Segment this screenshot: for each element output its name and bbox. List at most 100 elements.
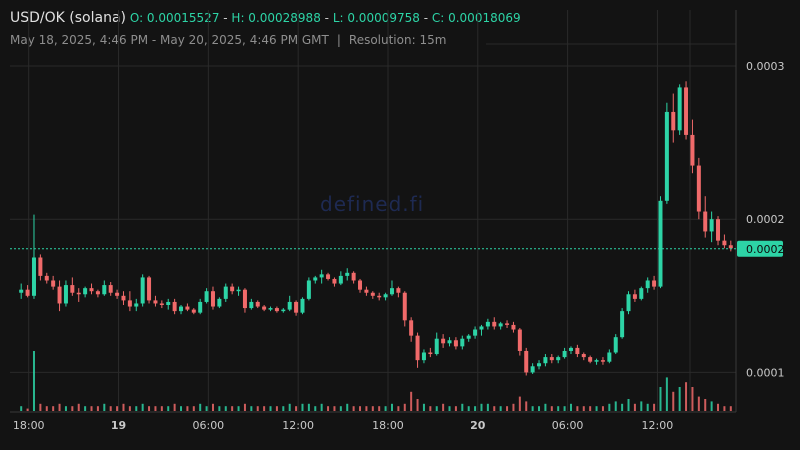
candle-body — [108, 285, 113, 293]
volume-bar — [269, 406, 272, 411]
candle-body — [102, 285, 107, 295]
volume-bar — [416, 399, 419, 411]
volume-bar — [704, 399, 707, 411]
candle-body — [658, 200, 663, 287]
volume-bar — [544, 403, 547, 411]
candle-body — [63, 285, 68, 304]
candle-body — [498, 323, 503, 327]
volume-bar — [32, 351, 35, 411]
candle-body — [153, 300, 158, 304]
volume-bar — [633, 403, 636, 411]
volume-bar — [58, 403, 61, 411]
candle-body — [242, 289, 247, 309]
candle-body — [620, 311, 625, 338]
x-tick-label: 18:00 — [372, 419, 404, 432]
volume-bar — [665, 377, 668, 411]
volume-bar — [506, 406, 509, 411]
volume-bar — [531, 406, 534, 411]
candle-body — [198, 301, 203, 313]
volume-bar — [84, 406, 87, 411]
volume-bar — [256, 406, 259, 411]
candle-body — [441, 338, 446, 344]
volume-bar — [563, 406, 566, 411]
candle-body — [556, 357, 561, 361]
volume-bar — [640, 401, 643, 411]
candle-body — [396, 288, 401, 293]
candle-body — [57, 286, 62, 304]
candle-body — [230, 286, 235, 292]
volume-bar — [352, 406, 355, 411]
candle-body — [306, 280, 311, 299]
y-tick-label: 0.0003 — [746, 60, 785, 73]
candle-body — [453, 340, 458, 347]
candle-body — [147, 277, 152, 301]
volume-bar — [538, 406, 541, 411]
volume-bar — [595, 406, 598, 411]
volume-bar — [333, 406, 336, 411]
candle-body — [645, 280, 650, 289]
candle-body — [652, 280, 657, 287]
candle-body — [210, 291, 215, 307]
watermark: defined.fi — [320, 192, 425, 216]
volume-bar — [128, 406, 131, 411]
x-tick-label: 18:00 — [13, 419, 45, 432]
volume-bar — [569, 403, 572, 411]
candle-body — [121, 295, 126, 301]
volume-bar — [243, 403, 246, 411]
volume-bar — [371, 406, 374, 411]
volume-bar — [26, 408, 29, 411]
volume-bar — [589, 406, 592, 411]
candle-body — [447, 340, 452, 344]
volume-bar — [448, 406, 451, 411]
candle-body — [274, 308, 279, 312]
candle-body — [594, 360, 599, 362]
candle-body — [664, 111, 669, 201]
candle-body — [255, 301, 260, 307]
candle-body — [364, 289, 369, 293]
candle-body — [332, 278, 337, 284]
volume-bar — [237, 406, 240, 411]
volume-bar — [550, 406, 553, 411]
candle-body — [179, 306, 184, 312]
candle-body — [383, 294, 388, 298]
volume-bar — [103, 403, 106, 411]
ohlc-open: O: 0.00015527 — [129, 11, 220, 25]
price-tag — [737, 240, 783, 257]
candle-body — [115, 292, 120, 296]
volume-bar — [467, 406, 470, 411]
candle-body — [537, 363, 542, 367]
volume-bar — [231, 406, 234, 411]
volume-bar — [199, 403, 202, 411]
candle-body — [511, 324, 516, 330]
volume-bar — [621, 403, 624, 411]
resolution-label: Resolution: 15m — [348, 33, 447, 47]
x-tick-label: 12:00 — [642, 419, 674, 432]
volume-bar — [557, 406, 560, 411]
candle-body — [351, 272, 356, 281]
candle-body — [140, 277, 145, 304]
price-tag-label: 0.0002 — [746, 243, 785, 256]
volume-bar — [288, 403, 291, 411]
candle-body — [671, 111, 676, 131]
volume-bar — [186, 406, 189, 411]
volume-bar — [397, 406, 400, 411]
volume-bar — [167, 406, 170, 411]
candle-body — [479, 326, 484, 330]
volume-bar — [45, 406, 48, 411]
volume-bar — [314, 406, 317, 411]
candle-body — [517, 329, 522, 351]
volume-bar — [250, 406, 253, 411]
candle-body — [575, 347, 580, 355]
candle-body — [281, 309, 286, 312]
candle-body — [492, 321, 497, 327]
candle-body — [326, 274, 331, 279]
volume-bar — [173, 403, 176, 411]
volume-bar — [608, 403, 611, 411]
volume-bar — [180, 406, 183, 411]
volume-bar — [512, 403, 515, 411]
volume-bar — [384, 406, 387, 411]
candle-body — [434, 338, 439, 355]
candle-body — [428, 352, 433, 355]
volume-bar — [717, 403, 720, 411]
